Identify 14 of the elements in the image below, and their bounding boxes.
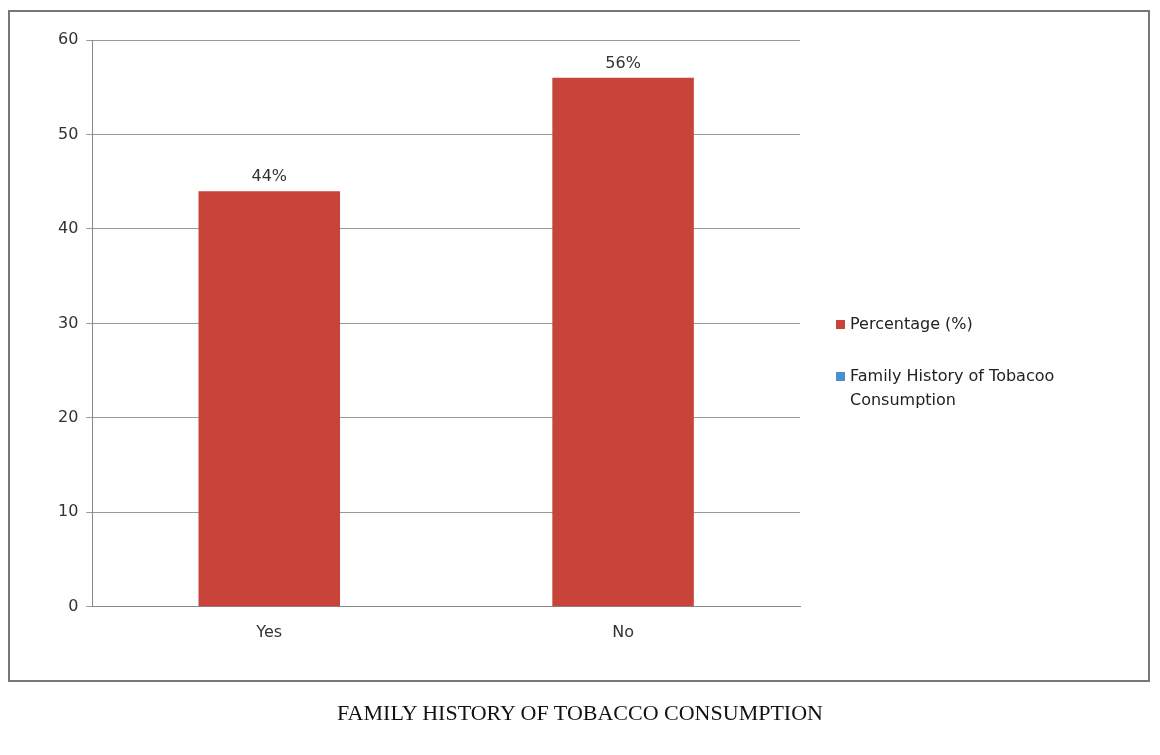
y-tick-label: 10	[58, 501, 79, 521]
y-tick-label: 40	[58, 218, 79, 238]
y-tick-label: 0	[68, 595, 79, 615]
y-tick-label: 50	[58, 123, 79, 143]
y-tick-label: 30	[58, 312, 79, 332]
x-tick-label: Yes	[255, 621, 283, 641]
y-tick-label: 60	[58, 29, 79, 49]
data-label: 56%	[605, 52, 641, 72]
legend-label: Family History of Tobacoo Consumption	[850, 365, 1056, 411]
x-tick-label: No	[612, 621, 634, 641]
legend-label: Percentage (%)	[850, 313, 973, 335]
y-tick-label: 20	[58, 407, 79, 427]
text: FAMILY HISTORY OF TOBACCO CONSUMPTION	[336, 700, 824, 726]
data-label: 44%	[251, 166, 288, 186]
